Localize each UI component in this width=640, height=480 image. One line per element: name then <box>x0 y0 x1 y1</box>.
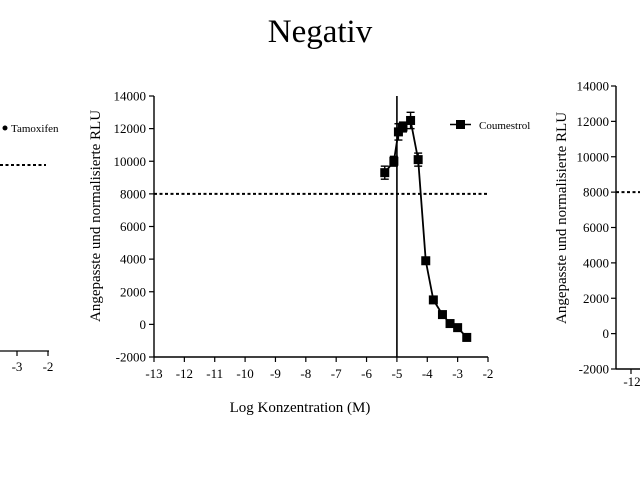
x-tick-label: -11 <box>206 366 223 381</box>
data-point <box>393 127 403 137</box>
data-point <box>380 168 390 178</box>
x-tick-label: -5 <box>391 366 402 381</box>
x-tick-label: -13 <box>145 366 162 381</box>
right-y-tick-label: 14000 <box>577 79 610 94</box>
data-point <box>413 155 423 165</box>
right-chart-partial: -2000 0 2000 4000 6000 8000 10000 12000 14000 -1… <box>554 79 640 389</box>
y-tick-label: 4000 <box>120 252 146 267</box>
right-y-tick-label: 8000 <box>583 185 609 200</box>
right-y-axis-label: Angepasste und normalisierte RLU <box>554 112 570 324</box>
legend-label: Coumestrol <box>479 120 530 132</box>
y-tick-label: 2000 <box>120 284 146 299</box>
x-axis-label: Log Konzentration (M) <box>230 400 371 416</box>
data-point <box>437 310 447 320</box>
data-point <box>406 115 416 125</box>
right-y-tick-label: 10000 <box>577 149 610 164</box>
left-x-tick-label: -2 <box>43 359 54 374</box>
data-point <box>453 323 463 333</box>
left-chart-partial: -3 -2 Tamoxifen <box>0 123 59 374</box>
right-y-tick-label: 4000 <box>583 255 609 270</box>
right-y-tick-label: 6000 <box>583 220 609 235</box>
right-x-tick-label: -12 <box>623 374 640 389</box>
y-tick-label: 6000 <box>120 219 146 234</box>
y-tick-label: 10000 <box>114 154 147 169</box>
data-point <box>389 156 399 166</box>
x-tick-label: -9 <box>270 366 281 381</box>
y-tick-label: 12000 <box>114 121 147 136</box>
right-y-tick-label: 0 <box>603 326 610 341</box>
y-tick-label: 8000 <box>120 186 146 201</box>
left-x-tick-label: -3 <box>12 359 23 374</box>
page-title: Negativ <box>267 14 373 50</box>
y-tick-label: 0 <box>140 317 147 332</box>
data-point <box>428 295 438 305</box>
y-tick-label: -2000 <box>116 350 146 365</box>
x-tick-label: -2 <box>483 366 494 381</box>
x-tick-label: -4 <box>422 366 433 381</box>
x-tick-label: -12 <box>176 366 193 381</box>
x-tick-label: -7 <box>331 366 342 381</box>
right-y-tick-label: -2000 <box>579 362 609 377</box>
main-chart: -2000 0 2000 4000 6000 8000 10000 12000 14000 -1… <box>88 89 530 417</box>
x-tick-label: -6 <box>361 366 372 381</box>
left-legend-marker <box>2 125 8 131</box>
data-point <box>462 332 472 342</box>
right-y-tick-label: 2000 <box>583 291 609 306</box>
data-point <box>421 256 431 266</box>
x-tick-label: -3 <box>452 366 463 381</box>
y-tick-label: 14000 <box>114 89 147 104</box>
left-legend-label: Tamoxifen <box>11 123 59 135</box>
data-point <box>398 122 408 132</box>
x-tick-label: -8 <box>300 366 311 381</box>
x-tick-label: -10 <box>236 366 253 381</box>
data-point <box>445 319 455 329</box>
y-axis-label: Angepasste und normalisierte RLU <box>88 110 104 322</box>
right-y-tick-label: 12000 <box>577 114 610 129</box>
